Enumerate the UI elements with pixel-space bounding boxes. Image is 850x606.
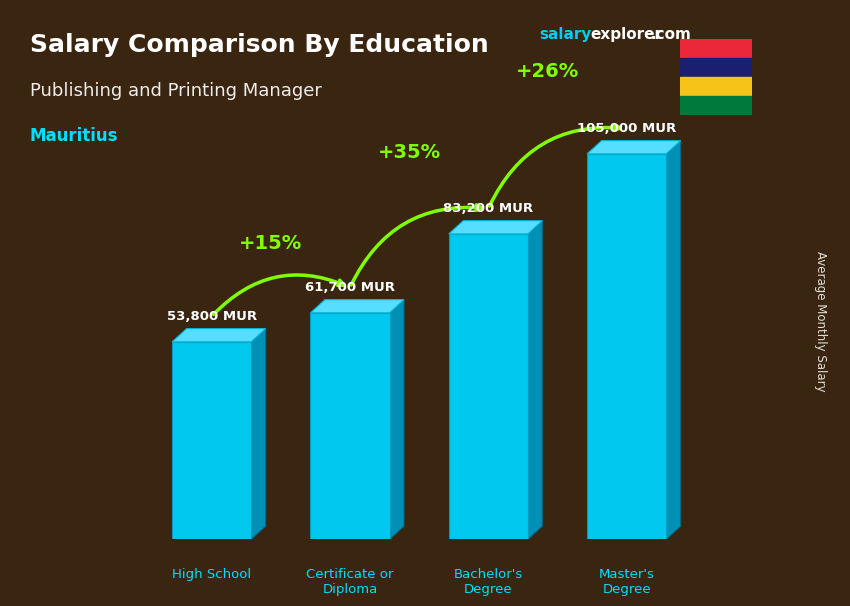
Text: 61,700 MUR: 61,700 MUR (305, 281, 395, 293)
Polygon shape (252, 328, 266, 539)
Text: 53,800 MUR: 53,800 MUR (167, 310, 257, 322)
Text: Salary Comparison By Education: Salary Comparison By Education (30, 33, 489, 58)
Polygon shape (310, 299, 404, 313)
Text: +35%: +35% (377, 143, 441, 162)
Text: Mauritius: Mauritius (30, 127, 118, 145)
Bar (680, 39, 752, 58)
Bar (680, 58, 752, 77)
Polygon shape (172, 328, 266, 342)
Text: 83,200 MUR: 83,200 MUR (443, 202, 534, 215)
Polygon shape (587, 154, 666, 539)
Polygon shape (587, 141, 681, 154)
Polygon shape (389, 299, 404, 539)
Text: .com: .com (650, 27, 691, 42)
Bar (680, 77, 752, 96)
Text: Publishing and Printing Manager: Publishing and Printing Manager (30, 82, 321, 100)
Polygon shape (449, 221, 542, 234)
Text: Master's
Degree: Master's Degree (598, 568, 654, 596)
Polygon shape (449, 234, 528, 539)
Text: Average Monthly Salary: Average Monthly Salary (813, 251, 827, 391)
Polygon shape (666, 141, 681, 539)
Text: +15%: +15% (240, 234, 303, 253)
Polygon shape (310, 313, 389, 539)
Text: +26%: +26% (516, 62, 579, 81)
Text: 105,000 MUR: 105,000 MUR (577, 122, 677, 135)
Text: salary: salary (540, 27, 592, 42)
Text: explorer: explorer (591, 27, 663, 42)
Text: Certificate or
Diploma: Certificate or Diploma (306, 568, 394, 596)
Text: Bachelor's
Degree: Bachelor's Degree (454, 568, 523, 596)
Polygon shape (528, 221, 542, 539)
Bar (680, 96, 752, 115)
Text: High School: High School (172, 568, 252, 581)
Polygon shape (172, 342, 252, 539)
